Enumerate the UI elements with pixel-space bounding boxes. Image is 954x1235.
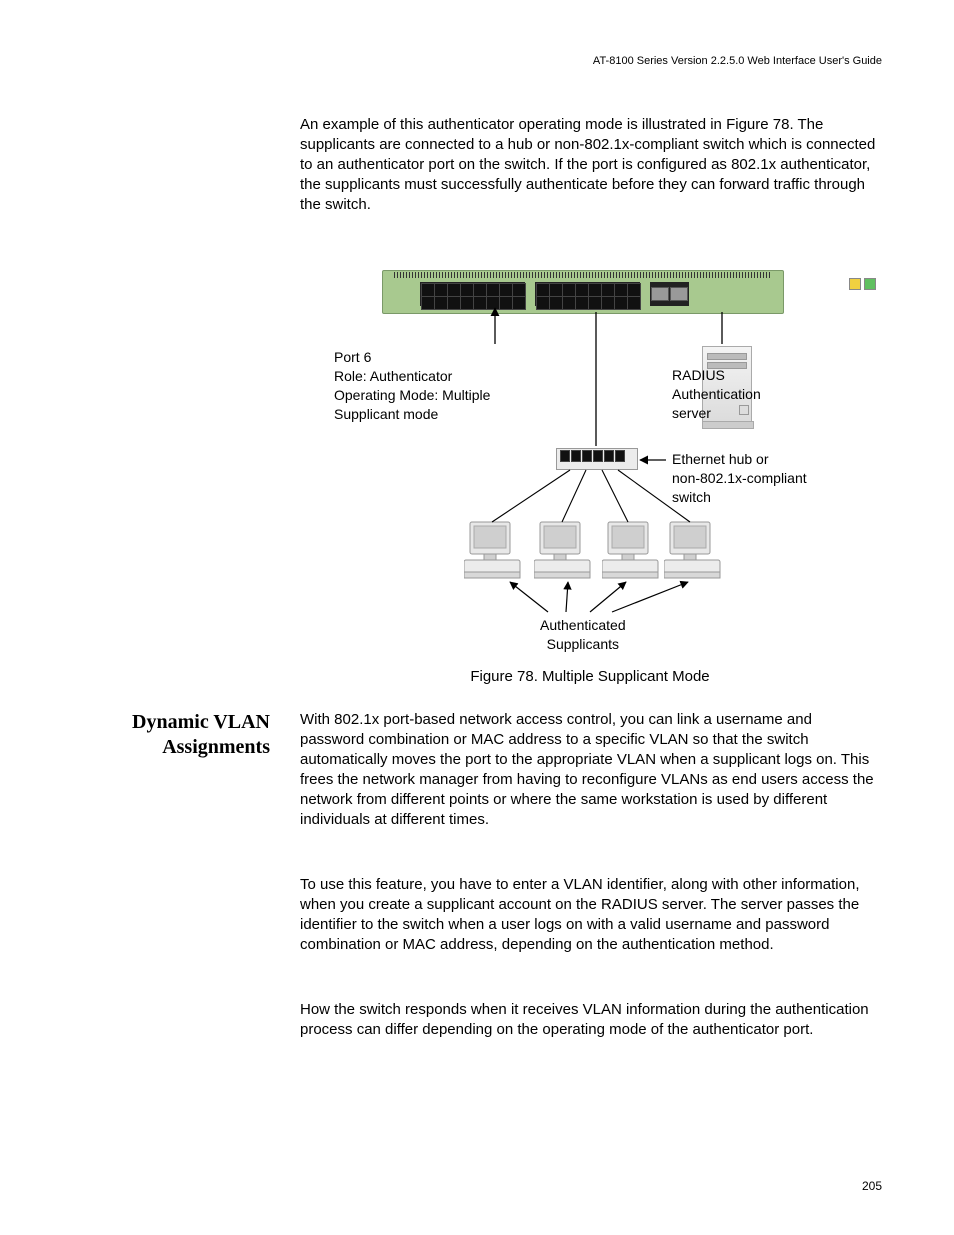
radius-label: RADIUS Authentication server [672,366,761,423]
port6-line4: Supplicant mode [334,405,490,424]
supplicants-label: Authenticated Supplicants [540,616,626,654]
hub-l1: Ethernet hub or [672,450,807,469]
switch-sfp-block [650,282,689,306]
heading-line1: Dynamic VLAN [120,710,270,735]
switch-status-leds [849,278,876,290]
supp-l2: Supplicants [540,635,626,654]
hub-l2: non-802.1x-compliant [672,469,807,488]
figure-caption: Figure 78. Multiple Supplicant Mode [300,668,880,685]
supplicant-pc-1 [464,520,524,584]
hub-ports [560,450,632,462]
switch-port-row [420,282,689,306]
switch-vent-strip [394,272,770,278]
port6-line1: Port 6 [334,348,490,367]
hub-l3: switch [672,488,807,507]
dynamic-vlan-p1: With 802.1x port-based network access co… [300,710,880,830]
supplicant-pc-3 [602,520,662,584]
supplicant-pc-4 [664,520,724,584]
radius-l1: RADIUS [672,366,761,385]
switch-port-block-1 [420,282,525,306]
port6-line2: Role: Authenticator [334,367,490,386]
intro-paragraph: An example of this authenticator operati… [300,115,880,215]
switch-port-block-2 [535,282,640,306]
supp-l1: Authenticated [540,616,626,635]
page-number: 205 [862,1179,882,1193]
hub-label: Ethernet hub or non-802.1x-compliant swi… [672,450,807,507]
port6-line3: Operating Mode: Multiple [334,386,490,405]
radius-l3: server [672,404,761,423]
heading-line2: Assignments [120,735,270,760]
figure-78-diagram: Port 6 Role: Authenticator Operating Mod… [300,260,880,680]
header-doc-title: AT-8100 Series Version 2.2.5.0 Web Inter… [593,55,882,67]
radius-l2: Authentication [672,385,761,404]
supplicant-pc-2 [534,520,594,584]
section-heading-dynamic-vlan: Dynamic VLAN Assignments [120,710,270,760]
port6-label: Port 6 Role: Authenticator Operating Mod… [334,348,490,424]
dynamic-vlan-p2: To use this feature, you have to enter a… [300,875,880,955]
dynamic-vlan-p3: How the switch responds when it receives… [300,1000,880,1040]
